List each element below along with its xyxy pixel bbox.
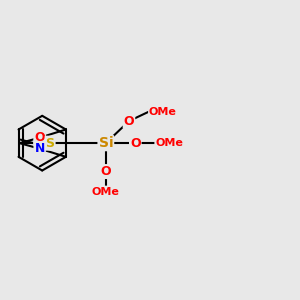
Text: O: O [124, 115, 134, 128]
Text: OMe: OMe [92, 187, 120, 196]
Text: S: S [46, 137, 55, 150]
Text: O: O [100, 165, 111, 178]
Text: O: O [34, 131, 45, 144]
Text: N: N [34, 142, 45, 155]
Text: Si: Si [98, 136, 113, 150]
Text: O: O [130, 137, 141, 150]
Text: OMe: OMe [149, 106, 177, 117]
Text: OMe: OMe [155, 138, 183, 148]
